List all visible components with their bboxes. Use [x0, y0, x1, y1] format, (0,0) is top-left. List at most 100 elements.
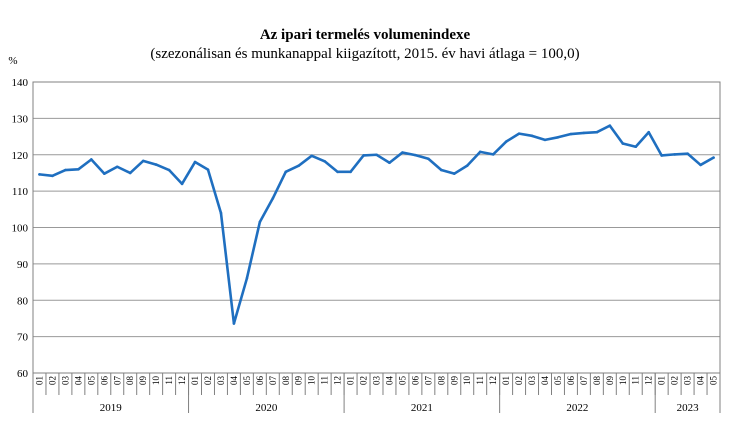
x-tick-label-2019-01: 01 [34, 376, 44, 385]
data-point-2019-04 [77, 168, 80, 171]
x-tick-label-2020-04: 04 [229, 376, 239, 386]
data-point-2021-06 [414, 153, 417, 157]
data-point-2023-05 [712, 156, 715, 159]
year-label-2019: 2019 [100, 402, 123, 414]
x-tick-label-2022-08: 08 [592, 376, 602, 386]
x-tick-label-2023-05: 05 [709, 376, 719, 386]
y-tick-label-110: 110 [12, 186, 29, 198]
x-tick-label-2021-05: 05 [397, 376, 407, 386]
x-tick-label-2022-06: 06 [566, 376, 576, 386]
x-tick-label-2022-12: 12 [644, 376, 654, 385]
x-tick-label-2020-07: 07 [268, 376, 278, 386]
x-tick-label-2021-06: 06 [410, 376, 420, 386]
data-point-2020-04 [232, 322, 236, 325]
data-point-2021-05 [401, 151, 404, 154]
x-tick-label-2022-03: 03 [527, 376, 537, 386]
x-tick-label-2021-02: 02 [359, 376, 369, 385]
data-point-2022-04 [543, 138, 547, 142]
data-point-2021-10 [465, 164, 469, 167]
x-tick-label-2019-02: 02 [47, 376, 57, 385]
year-label-2020: 2020 [255, 402, 278, 414]
data-point-2019-01 [38, 173, 41, 176]
data-point-2022-07 [582, 131, 586, 135]
x-tick-label-2021-11: 11 [475, 376, 485, 385]
x-tick-label-2022-10: 10 [618, 376, 628, 386]
x-tick-label-2019-08: 08 [125, 376, 135, 386]
data-point-2019-11 [167, 168, 171, 172]
x-tick-label-2019-10: 10 [151, 376, 161, 386]
chart-title: Az ipari termelés volumenindexe [259, 27, 471, 43]
x-tick-label-2021-03: 03 [372, 376, 382, 386]
data-point-2021-12 [491, 153, 495, 156]
x-tick-label-2022-05: 05 [553, 376, 563, 386]
data-point-2020-06 [258, 220, 262, 224]
x-tick-label-2020-10: 10 [307, 376, 317, 386]
x-tick-label-2020-01: 01 [190, 376, 200, 385]
x-tick-label-2019-09: 09 [138, 376, 148, 386]
x-tick-label-2022-11: 11 [631, 376, 641, 385]
x-tick-label-2020-03: 03 [216, 376, 226, 386]
x-tick-label-2020-05: 05 [242, 376, 252, 386]
x-tick-label-2020-12: 12 [333, 376, 343, 385]
data-point-2020-12 [336, 170, 339, 174]
data-point-2020-09 [297, 164, 301, 167]
y-tick-label-130: 130 [12, 113, 29, 125]
x-tick-label-2021-08: 08 [436, 376, 446, 386]
x-tick-label-2022-07: 07 [579, 376, 589, 386]
x-tick-label-2020-08: 08 [281, 376, 291, 386]
x-tick-label-2019-12: 12 [177, 376, 187, 385]
data-point-2020-07 [271, 197, 275, 200]
x-tick-label-2019-05: 05 [86, 376, 96, 386]
data-point-2022-02 [517, 132, 521, 135]
x-tick-label-2019-07: 07 [112, 376, 122, 386]
x-tick-label-2020-02: 02 [203, 376, 213, 385]
data-point-2021-08 [440, 168, 443, 172]
data-point-2020-10 [310, 154, 313, 158]
x-tick-label-2020-06: 06 [255, 376, 265, 386]
y-tick-label-140: 140 [12, 77, 29, 89]
data-point-2020-03 [219, 211, 223, 215]
y-tick-label-120: 120 [12, 150, 29, 162]
data-point-2021-09 [452, 172, 456, 175]
data-point-2022-10 [621, 142, 625, 145]
data-point-2019-10 [154, 163, 158, 166]
plot-frame [32, 81, 721, 374]
x-tick-label-2023-02: 02 [670, 376, 680, 385]
x-tick-label-2019-04: 04 [73, 376, 83, 386]
data-point-2023-02 [673, 153, 676, 156]
x-tick-label-2020-11: 11 [320, 376, 330, 385]
data-point-2021-04 [388, 161, 391, 165]
data-point-2020-11 [323, 159, 326, 163]
x-tick-label-2022-02: 02 [514, 376, 524, 385]
data-point-2021-02 [362, 154, 365, 157]
data-point-2019-02 [51, 174, 54, 178]
data-point-2020-08 [284, 170, 288, 174]
data-point-2021-11 [478, 150, 482, 154]
data-point-2023-04 [699, 163, 702, 167]
data-point-2020-01 [193, 160, 197, 164]
x-tick-label-2022-04: 04 [540, 376, 550, 386]
x-tick-label-2021-07: 07 [423, 376, 433, 386]
year-label-2022: 2022 [566, 402, 588, 414]
x-tick-label-2021-09: 09 [449, 376, 459, 386]
x-tick-label-2023-01: 01 [657, 376, 667, 385]
data-point-2022-06 [569, 132, 573, 136]
data-point-2019-06 [102, 172, 106, 175]
data-point-2022-11 [634, 145, 638, 149]
data-point-2019-03 [64, 168, 67, 172]
data-point-2019-09 [141, 159, 145, 163]
data-point-2020-05 [245, 277, 249, 280]
x-tick-label-2019-11: 11 [164, 376, 174, 385]
x-tick-label-2023-04: 04 [696, 376, 706, 386]
x-tick-label-2022-01: 01 [501, 376, 511, 385]
data-point-2019-12 [180, 182, 184, 186]
data-point-2019-05 [90, 158, 93, 161]
x-tick-label-2019-03: 03 [60, 376, 70, 386]
x-tick-label-2021-10: 10 [462, 376, 472, 386]
x-tick-label-2021-01: 01 [346, 376, 356, 385]
data-point-2019-08 [128, 171, 132, 175]
data-point-2022-05 [556, 135, 560, 139]
x-tick-label-2021-12: 12 [488, 376, 498, 385]
data-point-2020-02 [206, 168, 210, 171]
y-tick-label-70: 70 [17, 332, 29, 344]
